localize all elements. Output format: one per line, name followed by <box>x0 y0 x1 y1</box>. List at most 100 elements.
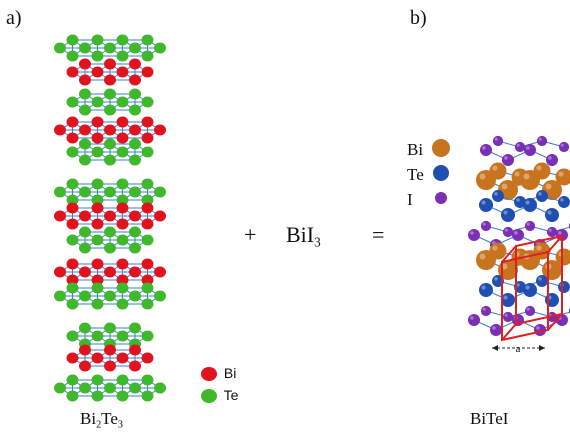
te-atom <box>129 42 141 54</box>
te-atom <box>154 290 166 302</box>
bi-atom <box>104 58 116 70</box>
bi-atom <box>79 210 91 222</box>
atom-highlight <box>536 165 542 171</box>
equals-sign: = <box>372 222 385 247</box>
bi-atom <box>141 132 154 144</box>
te-atom <box>104 322 116 334</box>
caption-a-sub1: 2 <box>96 419 102 431</box>
i-atom <box>490 324 502 336</box>
bi-atom <box>116 274 129 286</box>
te-atom <box>479 198 493 212</box>
te-atom <box>79 322 91 334</box>
te-atom <box>116 146 129 158</box>
bii3-formula-main: BiI <box>286 222 315 247</box>
plus-sign: + <box>244 222 257 247</box>
bi-atom <box>129 360 141 372</box>
atom-highlight <box>482 146 486 150</box>
bi-atom <box>129 58 141 70</box>
panel-a-label: a) <box>6 7 22 29</box>
te-atom <box>154 42 166 54</box>
i-atom <box>546 226 558 238</box>
te-atom <box>66 374 79 386</box>
te-atom <box>104 104 116 116</box>
te-atom <box>91 282 104 294</box>
te-atom <box>523 198 537 212</box>
te-atom <box>66 298 79 310</box>
te-atom <box>104 226 116 238</box>
i-atom <box>468 314 480 326</box>
i-atom <box>480 220 492 232</box>
bi-atom <box>116 132 129 144</box>
te-atom <box>79 154 91 166</box>
te-atom <box>141 146 154 158</box>
te-atom <box>141 34 154 46</box>
te-atom <box>129 138 141 150</box>
atom-highlight <box>492 326 496 330</box>
te-atom <box>129 290 141 302</box>
te-atom <box>66 390 79 402</box>
atom-highlight <box>503 210 508 215</box>
arrow-head-icon <box>492 345 545 351</box>
te-atom <box>116 96 129 108</box>
atom-highlight <box>548 228 552 232</box>
bi-atom <box>66 202 79 214</box>
bi-atom <box>154 210 166 222</box>
te-atom <box>66 50 79 62</box>
bi-atom <box>104 360 116 372</box>
te-atom <box>91 374 104 386</box>
te-atom <box>54 42 66 54</box>
te-atom <box>116 234 129 246</box>
te-atom <box>104 382 116 394</box>
te-atom <box>79 290 91 302</box>
i-atom-icon <box>435 192 447 204</box>
atom-highlight <box>560 198 564 202</box>
atom-highlight <box>525 285 530 290</box>
bi-atom-icon <box>432 139 450 157</box>
bi-atom <box>91 352 104 364</box>
te-atom <box>54 186 66 198</box>
te-atom <box>536 190 548 202</box>
bi-atom <box>154 124 166 136</box>
bi-atom <box>129 74 141 86</box>
caption-a-bi: Bi <box>80 409 97 428</box>
bi-atom <box>141 66 154 78</box>
legend-b-item-te: Te <box>407 165 449 185</box>
i-atom <box>468 229 480 241</box>
te-atom <box>492 190 504 202</box>
bii3-formula-sub: 3 <box>314 234 321 250</box>
te-atom <box>129 186 141 198</box>
bi-atom <box>104 124 116 136</box>
te-atom <box>545 208 559 222</box>
bi-atom <box>91 66 104 78</box>
bi-atom <box>79 74 91 86</box>
te-atom <box>141 390 154 402</box>
unit-cell-box <box>501 234 563 342</box>
te-atom <box>129 322 141 334</box>
bi-atom <box>141 258 154 270</box>
i-atom <box>514 141 526 153</box>
bi-atom <box>141 218 154 230</box>
atom-highlight <box>548 156 552 160</box>
te-atom <box>492 275 504 287</box>
i-atom <box>524 144 536 156</box>
te-atom <box>154 186 166 198</box>
te-atom <box>141 374 154 386</box>
bi-atom <box>476 250 496 270</box>
atom-highlight <box>514 171 520 177</box>
i-atom <box>524 220 536 232</box>
te-atom <box>154 382 166 394</box>
te-atom <box>91 34 104 46</box>
caption-a-sub2: 3 <box>117 419 123 431</box>
te-atom <box>66 34 79 46</box>
bi-atom <box>91 274 104 286</box>
bi-atom <box>116 66 129 78</box>
te-atom <box>104 186 116 198</box>
legend-a-item-bi: Bi <box>200 365 236 382</box>
atom-highlight <box>525 200 530 205</box>
bi-atom <box>116 202 129 214</box>
bitei-structure: a <box>468 135 570 355</box>
te-atom <box>479 283 493 297</box>
i-atom <box>512 229 524 241</box>
legend-a-label-te: Te <box>223 387 239 403</box>
te-atom <box>79 88 91 100</box>
